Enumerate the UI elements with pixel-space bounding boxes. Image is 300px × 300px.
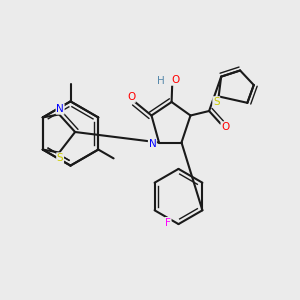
Text: N: N [148,139,156,149]
Text: O: O [127,92,135,102]
Text: S: S [213,97,220,107]
Text: H: H [157,76,165,86]
Text: F: F [165,218,171,228]
Text: O: O [171,75,179,85]
Text: N: N [56,104,64,114]
Text: S: S [57,153,63,163]
Text: O: O [221,122,230,132]
